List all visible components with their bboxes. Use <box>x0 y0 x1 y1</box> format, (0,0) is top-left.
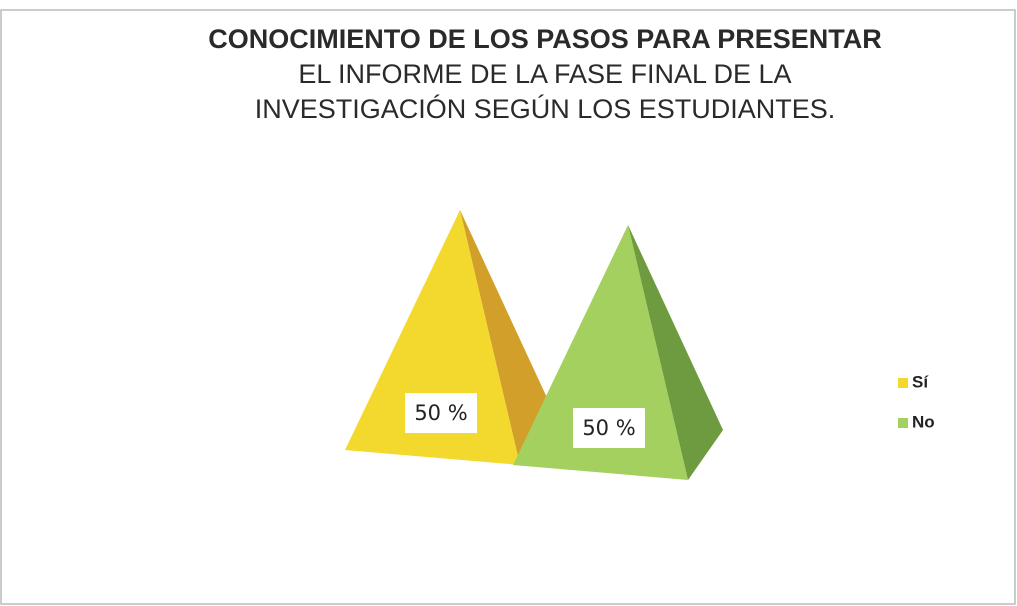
value-label-box <box>405 393 477 433</box>
value-label: 50 % <box>414 401 467 425</box>
value-label-box <box>573 408 645 448</box>
legend-swatch <box>898 378 908 388</box>
chart-frame <box>0 9 1016 605</box>
legend-swatch <box>898 418 908 428</box>
chart-title: EL INFORME DE LA FASE FINAL DE LA <box>298 59 791 89</box>
pyramid-shade <box>628 225 723 480</box>
pyramid-right-face <box>628 225 723 480</box>
chart-title: CONOCIMIENTO DE LOS PASOS PARA PRESENTAR <box>208 24 882 54</box>
legend-label: Sí <box>912 372 929 391</box>
value-label: 50 % <box>582 416 635 440</box>
legend-label: No <box>912 412 935 431</box>
pyramid-shade <box>460 210 555 465</box>
chart-title: INVESTIGACIÓN SEGÚN LOS ESTUDIANTES. <box>255 93 836 124</box>
